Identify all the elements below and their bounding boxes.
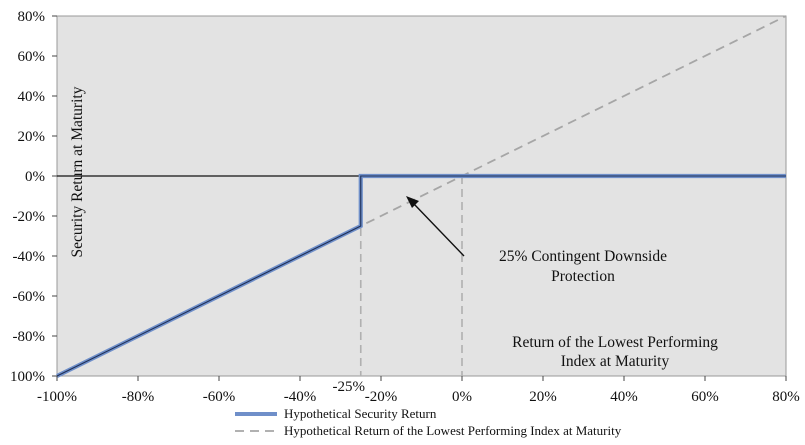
x-tick-label: 20%: [529, 389, 557, 405]
y-tick-label: 80%: [18, 9, 46, 25]
y-tick-label: 40%: [18, 89, 46, 105]
x-axis-title-line-1: Return of the Lowest Performing: [512, 334, 718, 351]
x-tick-label: -100%: [37, 389, 77, 405]
y-axis-title: Security Return at Maturity: [69, 86, 86, 257]
x-tick-label: -60%: [203, 389, 236, 405]
series-security-return-core: [56, 175, 786, 377]
y-tick-label: -80%: [13, 329, 46, 345]
x-tick-label: 60%: [691, 389, 719, 405]
y-tick-label: 20%: [18, 129, 46, 145]
callout-arrowhead: [406, 196, 419, 208]
x-tick-label: 80%: [772, 389, 800, 405]
y-tick-label: 100%: [10, 369, 45, 385]
callout-line-2: Protection: [551, 268, 615, 285]
y-tick-label: -60%: [13, 289, 46, 305]
legend: Hypothetical Security Return Hypothetica…: [235, 406, 622, 438]
x-tick-label: 40%: [610, 389, 638, 405]
legend-label-security: Hypothetical Security Return: [284, 406, 437, 421]
x-tick-label: -80%: [122, 389, 155, 405]
x-tick-label: -20%: [365, 389, 398, 405]
callout-arrow: [413, 203, 465, 257]
callout-line-1: 25% Contingent Downside: [499, 248, 667, 265]
x-tick-label: -40%: [284, 389, 317, 405]
x-tick-label: 0%: [452, 389, 472, 405]
y-tick-label: -40%: [13, 249, 46, 265]
y-tick-label: -20%: [13, 209, 46, 225]
legend-label-index: Hypothetical Return of the Lowest Perfor…: [284, 423, 622, 438]
threshold-label: -25%: [333, 379, 366, 395]
y-tick-label: 60%: [18, 49, 46, 65]
x-axis-title-line-2: Index at Maturity: [561, 353, 670, 370]
y-tick-label: 0%: [25, 169, 45, 185]
